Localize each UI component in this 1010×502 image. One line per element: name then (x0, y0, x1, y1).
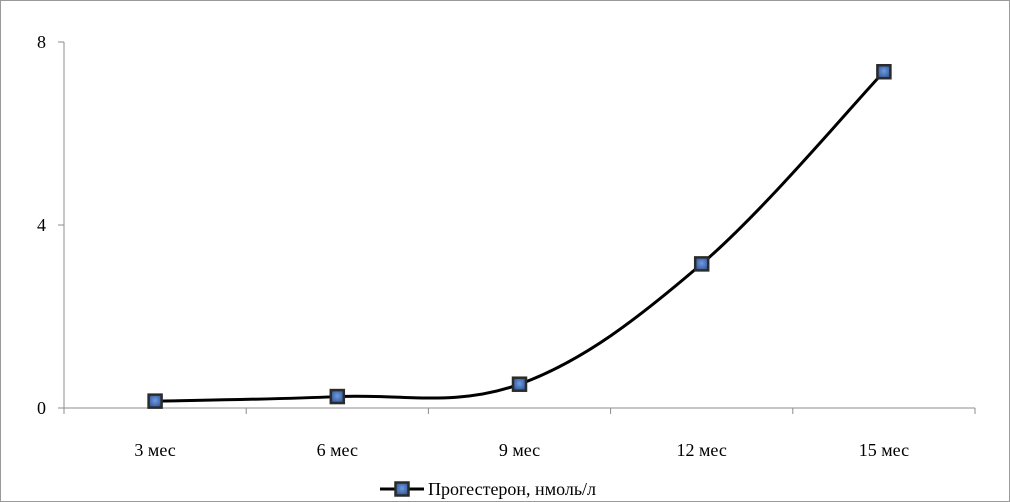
series-line (155, 70, 885, 403)
x-tick-label: 15 мес (859, 440, 909, 460)
y-tick-label: 0 (37, 398, 46, 418)
legend-label: Прогестерон, нмоль/л (428, 479, 596, 499)
data-point-marker (511, 376, 528, 392)
data-point-marker (329, 388, 346, 405)
x-tick-label: 9 мес (499, 440, 540, 460)
data-point-marker (876, 63, 892, 80)
y-tick-label: 8 (37, 32, 46, 52)
series-layer (147, 63, 892, 409)
data-point-marker (147, 393, 163, 409)
x-tick-label: 6 мес (317, 440, 358, 460)
axes: 0 4 8 3 мес 6 мес 9 мес 12 мес 15 мес (37, 32, 976, 460)
x-tick-label: 12 мес (677, 440, 727, 460)
y-tick-label: 4 (37, 215, 46, 235)
x-tick-label: 3 мес (134, 440, 175, 460)
legend: Прогестерон, нмоль/л (380, 479, 596, 499)
data-point-marker (693, 256, 710, 272)
legend-marker-swatch (394, 481, 410, 497)
